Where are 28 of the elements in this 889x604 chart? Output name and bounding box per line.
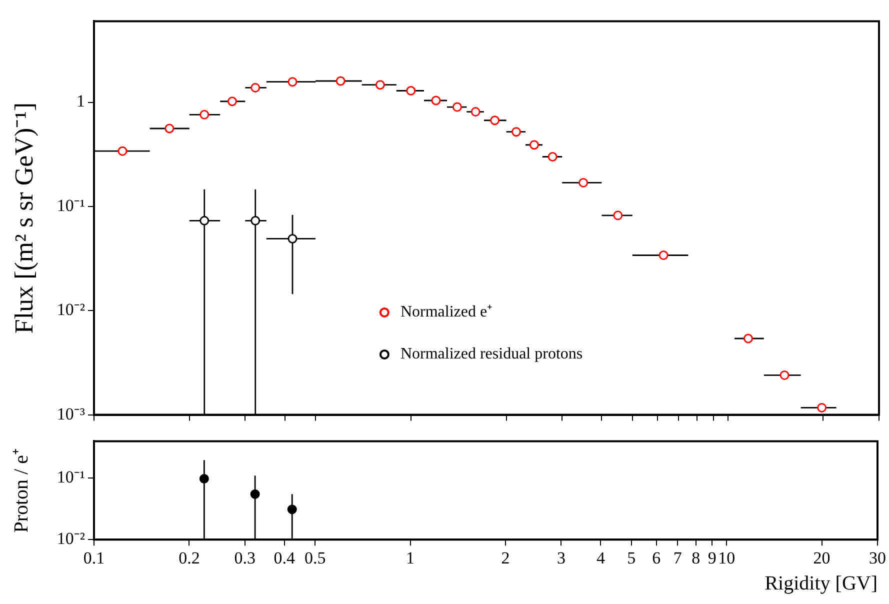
y-tick-label: 10⁻²: [56, 300, 85, 320]
x-tick-label: 2: [501, 548, 510, 568]
x-tick-label: 10: [718, 548, 736, 568]
x-tick-label: 0.1: [83, 548, 105, 568]
x-tick-label: 8: [692, 548, 700, 568]
y-tick-label: 10⁻²: [56, 529, 85, 548]
y-tick-label: 1: [76, 92, 85, 111]
x-tick-label: 4: [596, 548, 606, 568]
y-axis-title: Proton / e⁺: [10, 448, 32, 533]
x-tick-label: 0.4: [274, 548, 296, 568]
legend-label: Normalized e⁺: [400, 304, 492, 321]
x-axis-title: Rigidity [GV]: [764, 572, 878, 594]
x-tick-label: 1: [406, 548, 415, 568]
y-tick-label: 10⁻¹: [56, 196, 85, 215]
y-tick-label: 10⁻¹: [56, 468, 85, 487]
y-axis-title: Flux [(m² s sr GeV)⁻¹]: [9, 102, 38, 334]
legend-label: Normalized residual protons: [400, 346, 583, 363]
y-tick-label: 10⁻³: [56, 404, 85, 424]
x-tick-label: 9: [708, 548, 716, 568]
x-tick-label: 20: [813, 548, 830, 568]
x-tick-label: 0.2: [178, 548, 200, 568]
x-tick-label: 6: [652, 548, 661, 568]
x-tick-label: 0.3: [234, 548, 256, 568]
x-tick-label: 5: [627, 548, 636, 568]
x-tick-label: 7: [673, 548, 682, 568]
x-tick-label: 0.5: [304, 548, 326, 568]
x-tick-label: 3: [556, 548, 566, 568]
x-tick-label: 30: [869, 548, 886, 568]
